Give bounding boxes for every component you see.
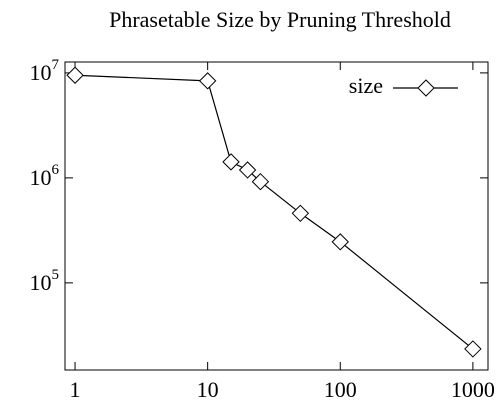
point-marker bbox=[464, 340, 482, 358]
y-tick-label: 105 bbox=[30, 267, 60, 295]
legend-marker bbox=[417, 79, 435, 97]
x-tick-label: 1 bbox=[70, 377, 81, 402]
x-tick-label: 10 bbox=[197, 377, 219, 402]
x-tick-label: 100 bbox=[324, 377, 357, 402]
point-marker bbox=[222, 153, 240, 171]
point-marker bbox=[66, 66, 84, 84]
y-tick-label: 106 bbox=[30, 162, 60, 190]
chart-title: Phrasetable Size by Pruning Threshold bbox=[109, 7, 451, 32]
point-marker bbox=[238, 161, 257, 179]
legend-label: size bbox=[349, 73, 383, 98]
point-marker bbox=[198, 72, 217, 90]
y-tick-label: 107 bbox=[30, 57, 60, 85]
series-line bbox=[75, 74, 474, 350]
plot-frame bbox=[64, 61, 489, 371]
point-marker bbox=[331, 233, 349, 251]
point-marker bbox=[251, 172, 270, 191]
point-marker bbox=[291, 204, 310, 223]
x-tick-label: 1000 bbox=[451, 377, 495, 402]
